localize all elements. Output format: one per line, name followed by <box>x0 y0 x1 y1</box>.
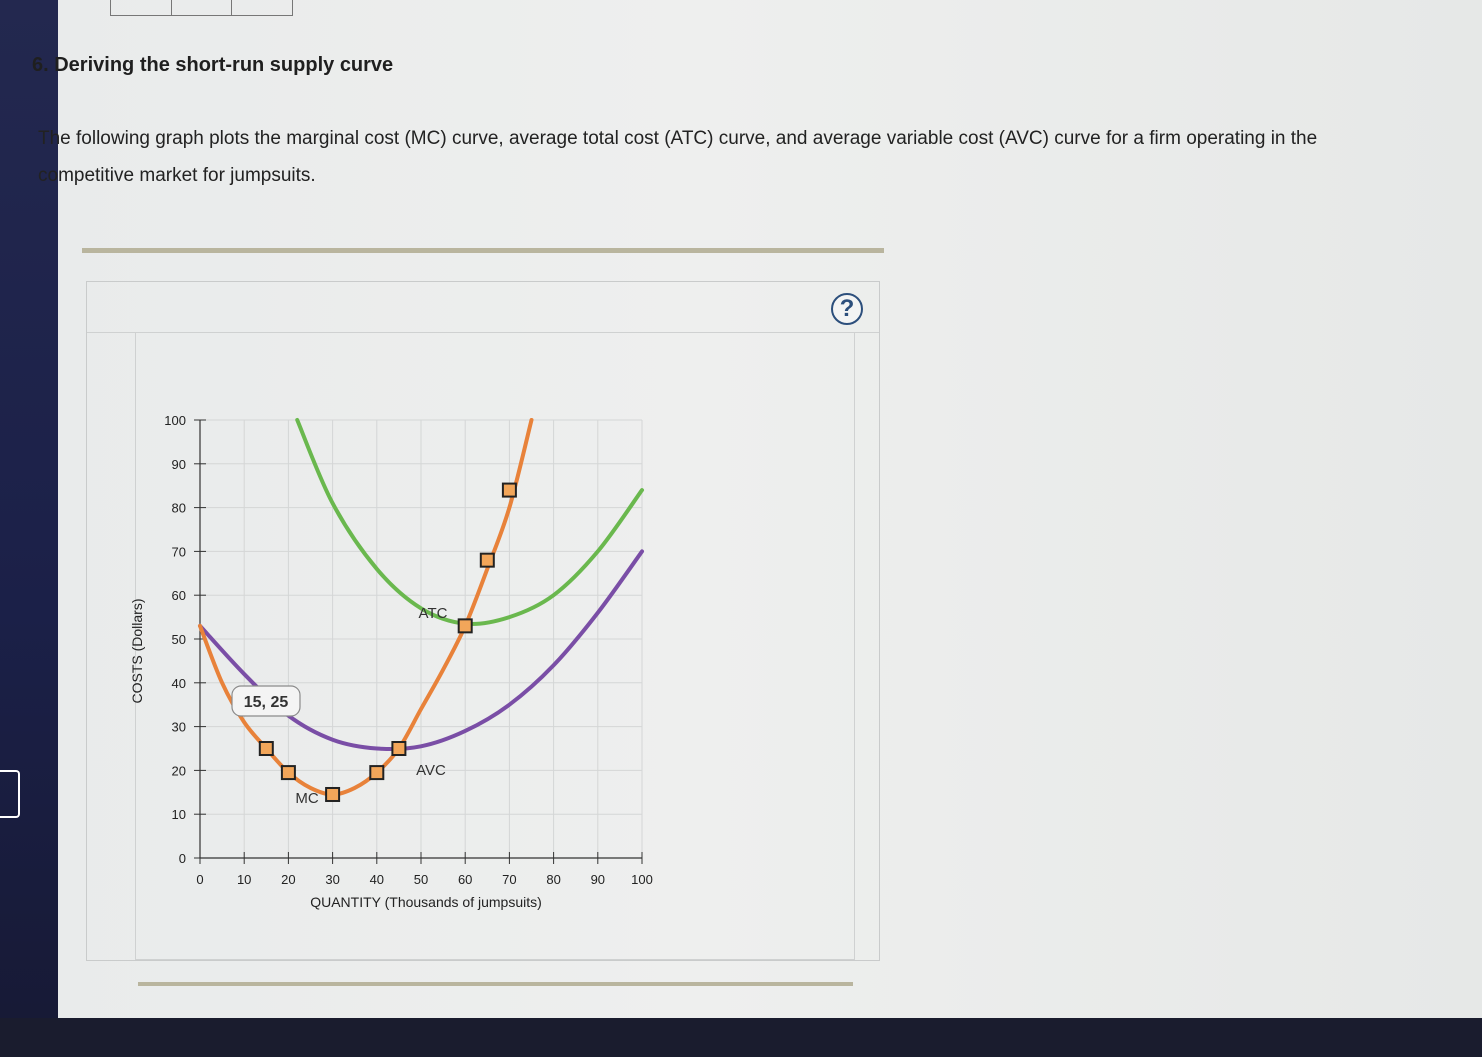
mc-point-marker <box>325 786 341 802</box>
mc-point-marker <box>479 552 495 568</box>
help-icon[interactable]: ? <box>831 293 863 325</box>
x-tick-label: 50 <box>414 872 428 887</box>
x-tick-label: 80 <box>546 872 560 887</box>
y-tick-label: 60 <box>172 588 186 603</box>
y-tick-label: 90 <box>172 457 186 472</box>
x-tick-label: 100 <box>631 872 653 887</box>
x-tick-label: 90 <box>591 872 605 887</box>
answer-box[interactable] <box>111 0 172 15</box>
mc-point-marker <box>369 765 385 781</box>
x-axis-title: QUANTITY (Thousands of jumpsuits) <box>310 894 542 910</box>
y-tick-label: 10 <box>172 807 186 822</box>
graph-panel-header <box>87 282 879 333</box>
x-tick-label: 10 <box>237 872 251 887</box>
x-tick-label: 0 <box>196 872 203 887</box>
x-tick-label: 70 <box>502 872 516 887</box>
mc-point-marker <box>457 618 473 634</box>
y-axis-title: COSTS (Dollars) <box>129 598 145 703</box>
answer-boxes[interactable] <box>110 0 293 16</box>
top-divider <box>82 248 884 253</box>
graph-inner-box <box>135 332 855 960</box>
help-icon-symbol: ? <box>839 295 855 322</box>
mc-point-marker <box>501 482 517 498</box>
x-tick-label: 30 <box>325 872 339 887</box>
curve-label-atc: ATC <box>419 605 448 622</box>
y-tick-label: 40 <box>172 676 186 691</box>
y-tick-label: 70 <box>172 544 186 559</box>
mc-point-marker <box>391 741 407 756</box>
page-screen <box>58 0 1482 1018</box>
mc-point-marker <box>258 741 274 756</box>
x-tick-label: 40 <box>370 872 384 887</box>
y-tick-label: 80 <box>172 501 186 516</box>
x-tick-label: 20 <box>281 872 295 887</box>
curve-atc <box>295 418 644 627</box>
graph-panel <box>86 281 880 961</box>
question-intro: The following graph plots the marginal c… <box>38 128 1318 186</box>
x-tick-label: 60 <box>458 872 472 887</box>
y-tick-label: 0 <box>179 851 186 866</box>
answer-box[interactable] <box>172 0 233 15</box>
mc-point-marker <box>280 765 296 781</box>
tooltip-box <box>231 685 301 717</box>
bottom-divider <box>138 982 853 986</box>
left-screen-edge <box>0 0 58 1018</box>
curve-mc <box>198 418 534 797</box>
left-side-tab[interactable] <box>0 770 20 818</box>
y-tick-label: 30 <box>172 720 186 735</box>
tooltip-text: 15, 25 <box>244 694 289 711</box>
y-tick-label: 20 <box>172 763 186 778</box>
y-tick-label: 50 <box>172 632 186 647</box>
curve-label-avc: AVC <box>416 762 446 779</box>
y-tick-label: 100 <box>164 413 186 428</box>
curve-label-mc: MC <box>295 790 318 807</box>
question-title: 6. Deriving the short-run supply curve <box>32 54 394 76</box>
